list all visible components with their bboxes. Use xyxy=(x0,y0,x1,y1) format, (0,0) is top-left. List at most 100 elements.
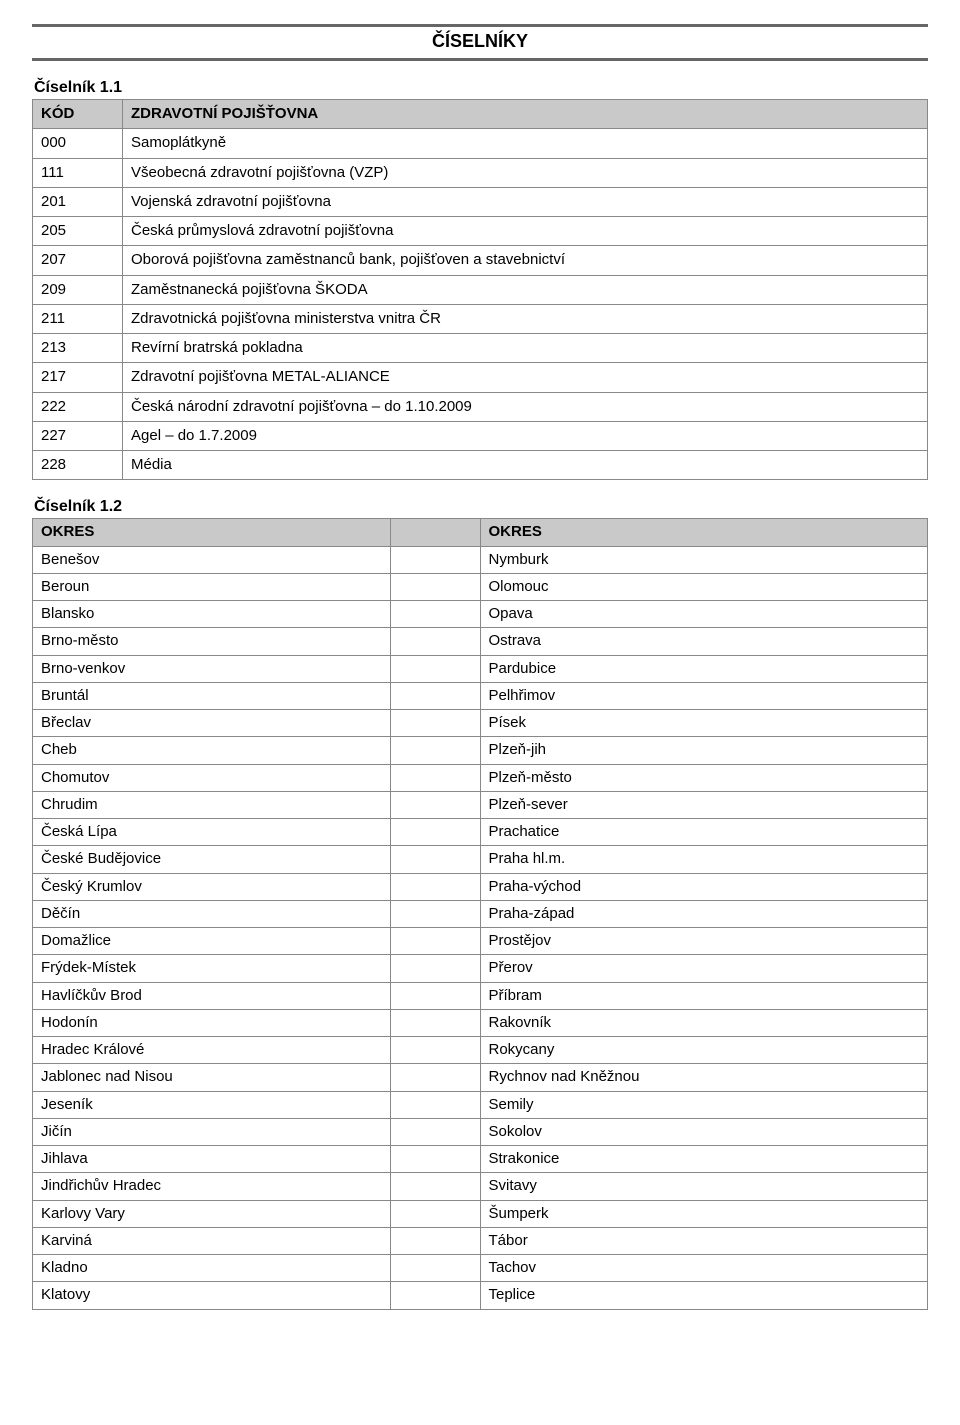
okres-left-cell: Jeseník xyxy=(33,1091,391,1118)
okres-right-cell: Opava xyxy=(480,601,928,628)
desc-cell: Zdravotní pojišťovna METAL-ALIANCE xyxy=(123,363,928,392)
gap-cell xyxy=(391,737,481,764)
okres-right-cell: Prachatice xyxy=(480,819,928,846)
table-row: Hodonín Rakovník xyxy=(33,1009,928,1036)
okres-left-cell: České Budějovice xyxy=(33,846,391,873)
table-row: Klatovy Teplice xyxy=(33,1282,928,1309)
table-row: Domažlice Prostějov xyxy=(33,928,928,955)
okres-left-cell: Jičín xyxy=(33,1118,391,1145)
okres-left-cell: Chomutov xyxy=(33,764,391,791)
table-row: Havlíčkův Brod Příbram xyxy=(33,982,928,1009)
okres-right-cell: Pelhřimov xyxy=(480,682,928,709)
table-row: 222Česká národní zdravotní pojišťovna – … xyxy=(33,392,928,421)
desc-cell: Zdravotnická pojišťovna ministerstva vni… xyxy=(123,304,928,333)
table-row: Brno-venkov Pardubice xyxy=(33,655,928,682)
okres-left-cell: Česká Lípa xyxy=(33,819,391,846)
okres-right-cell: Svitavy xyxy=(480,1173,928,1200)
table-row: Frýdek-MístekPřerov xyxy=(33,955,928,982)
okres-left-cell: Hodonín xyxy=(33,1009,391,1036)
okres-left-cell: Cheb xyxy=(33,737,391,764)
okres-left-cell: Domažlice xyxy=(33,928,391,955)
code-cell: 201 xyxy=(33,187,123,216)
okres-right-cell: Rakovník xyxy=(480,1009,928,1036)
table1-label: Číselník 1.1 xyxy=(34,79,928,97)
gap-cell xyxy=(391,819,481,846)
okres-left-cell: Jihlava xyxy=(33,1146,391,1173)
okres-left-cell: Jablonec nad Nisou xyxy=(33,1064,391,1091)
gap-cell xyxy=(391,791,481,818)
table-row: 111Všeobecná zdravotní pojišťovna (VZP) xyxy=(33,158,928,187)
gap-cell xyxy=(391,1255,481,1282)
okres-right-cell: Plzeň-jih xyxy=(480,737,928,764)
okres-right-cell: Praha-východ xyxy=(480,873,928,900)
table-row: Jičín Sokolov xyxy=(33,1118,928,1145)
okres-left-cell: Havlíčkův Brod xyxy=(33,982,391,1009)
table-row: Cheb Plzeň-jih xyxy=(33,737,928,764)
code-cell: 111 xyxy=(33,158,123,187)
desc-cell: Revírní bratrská pokladna xyxy=(123,334,928,363)
table-row: Český KrumlovPraha-východ xyxy=(33,873,928,900)
okres-right-cell: Strakonice xyxy=(480,1146,928,1173)
okres-right-cell: Praha hl.m. xyxy=(480,846,928,873)
table-row: 227Agel – do 1.7.2009 xyxy=(33,421,928,450)
desc-cell: Samoplátkyně xyxy=(123,129,928,158)
gap-cell xyxy=(391,982,481,1009)
table-row: Brno-městoOstrava xyxy=(33,628,928,655)
desc-cell: Agel – do 1.7.2009 xyxy=(123,421,928,450)
gap-cell xyxy=(391,682,481,709)
table-row: 209Zaměstnanecká pojišťovna ŠKODA xyxy=(33,275,928,304)
okres-right-cell: Praha-západ xyxy=(480,900,928,927)
table-row: 207Oborová pojišťovna zaměstnanců bank, … xyxy=(33,246,928,275)
okres-right-cell: Sokolov xyxy=(480,1118,928,1145)
desc-cell: Oborová pojišťovna zaměstnanců bank, poj… xyxy=(123,246,928,275)
okres-left-cell: Blansko xyxy=(33,601,391,628)
okres-right-cell: Teplice xyxy=(480,1282,928,1309)
code-cell: 211 xyxy=(33,304,123,333)
table-row: Chomutov Plzeň-město xyxy=(33,764,928,791)
desc-cell: Česká národní zdravotní pojišťovna – do … xyxy=(123,392,928,421)
gap-cell xyxy=(391,1009,481,1036)
code-cell: 217 xyxy=(33,363,123,392)
table-ciselnik-1-2: OKRES OKRES BenešovNymburkBerounOlomoucB… xyxy=(32,518,928,1309)
gap-cell xyxy=(391,764,481,791)
okres-left-cell: Brno-venkov xyxy=(33,655,391,682)
gap-cell xyxy=(391,1064,481,1091)
okres-right-cell: Ostrava xyxy=(480,628,928,655)
okres-right-cell: Rokycany xyxy=(480,1037,928,1064)
okres-left-cell: Kladno xyxy=(33,1255,391,1282)
desc-cell: Zaměstnanecká pojišťovna ŠKODA xyxy=(123,275,928,304)
okres-right-cell: Plzeň-město xyxy=(480,764,928,791)
table-row: 000Samoplátkyně xyxy=(33,129,928,158)
table-row: JeseníkSemily xyxy=(33,1091,928,1118)
okres-right-cell: Pardubice xyxy=(480,655,928,682)
gap-cell xyxy=(391,873,481,900)
table1-header-code: KÓD xyxy=(33,100,123,129)
table-row: Jihlava Strakonice xyxy=(33,1146,928,1173)
code-cell: 209 xyxy=(33,275,123,304)
okres-right-cell: Příbram xyxy=(480,982,928,1009)
gap-cell xyxy=(391,546,481,573)
gap-cell xyxy=(391,955,481,982)
okres-left-cell: Klatovy xyxy=(33,1282,391,1309)
gap-cell xyxy=(391,1091,481,1118)
table-row: Hradec KrálovéRokycany xyxy=(33,1037,928,1064)
table-row: KarvináTábor xyxy=(33,1227,928,1254)
okres-right-cell: Tachov xyxy=(480,1255,928,1282)
table-row: Česká Lípa Prachatice xyxy=(33,819,928,846)
gap-cell xyxy=(391,601,481,628)
table-row: Blansko Opava xyxy=(33,601,928,628)
okres-right-cell: Přerov xyxy=(480,955,928,982)
table-row: 205Česká průmyslová zdravotní pojišťovna xyxy=(33,217,928,246)
table-row: DěčínPraha-západ xyxy=(33,900,928,927)
okres-right-cell: Prostějov xyxy=(480,928,928,955)
table-row: 213Revírní bratrská pokladna xyxy=(33,334,928,363)
table-row: 217Zdravotní pojišťovna METAL-ALIANCE xyxy=(33,363,928,392)
code-cell: 207 xyxy=(33,246,123,275)
table-row: BerounOlomouc xyxy=(33,573,928,600)
okres-left-cell: Bruntál xyxy=(33,682,391,709)
table2-header-left: OKRES xyxy=(33,519,391,546)
gap-cell xyxy=(391,1118,481,1145)
okres-right-cell: Šumperk xyxy=(480,1200,928,1227)
table1-header-desc: ZDRAVOTNÍ POJIŠŤOVNA xyxy=(123,100,928,129)
gap-cell xyxy=(391,1173,481,1200)
